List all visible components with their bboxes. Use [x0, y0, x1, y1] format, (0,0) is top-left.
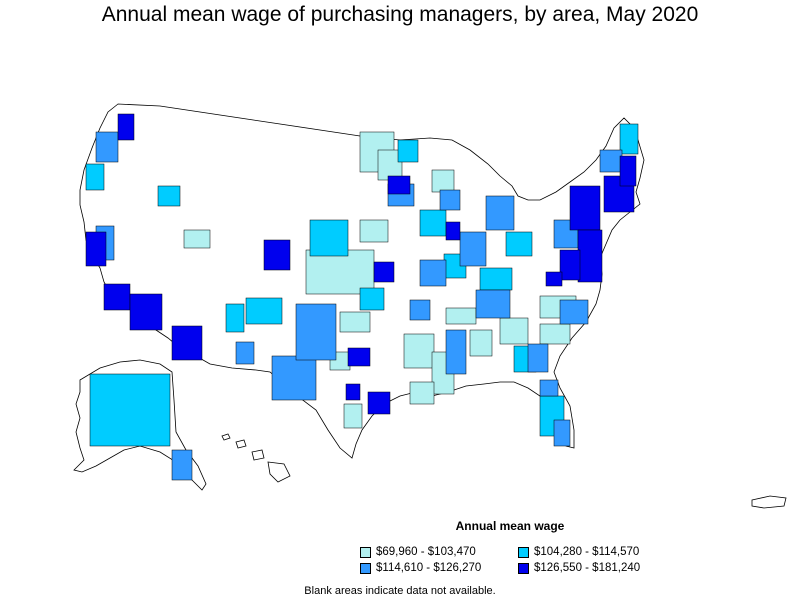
- area-id[interactable]: [157, 185, 181, 207]
- legend-item-tier-3: $114,610 - $126,270: [360, 561, 481, 575]
- map-title: Annual mean wage of purchasing managers,…: [101, 3, 699, 26]
- area-ca-la[interactable]: [103, 283, 131, 311]
- area-nm-south[interactable]: [235, 341, 255, 365]
- area-ks[interactable]: [305, 249, 375, 295]
- legend-item-tier-2: $104,280 - $114,570: [518, 545, 639, 559]
- map-outline: [73, 103, 787, 509]
- area-tx-dallas[interactable]: [347, 347, 371, 367]
- area-in[interactable]: [459, 231, 487, 267]
- area-wa[interactable]: [117, 113, 135, 141]
- tier-3-areas: [95, 131, 623, 481]
- area-tn[interactable]: [445, 307, 477, 325]
- area-wi[interactable]: [431, 169, 455, 193]
- area-ga[interactable]: [499, 317, 529, 345]
- area-co-south[interactable]: [183, 229, 211, 249]
- area-ar[interactable]: [403, 333, 435, 369]
- area-mi[interactable]: [485, 195, 515, 231]
- legend-swatch-tier-4: [518, 562, 529, 574]
- area-tx-austin[interactable]: [345, 383, 361, 401]
- area-ms-east[interactable]: [445, 329, 467, 375]
- area-mn-msp[interactable]: [387, 175, 411, 195]
- area-fl-north[interactable]: [539, 379, 559, 397]
- area-ca-north[interactable]: [85, 163, 105, 191]
- area-ma-boston[interactable]: [619, 155, 637, 187]
- legend-title: Annual mean wage: [455, 519, 565, 533]
- area-ak-southeast[interactable]: [171, 449, 193, 481]
- area-al[interactable]: [469, 329, 493, 357]
- area-tx-central[interactable]: [295, 303, 337, 361]
- area-ia-mid[interactable]: [419, 209, 447, 237]
- area-tx-coast[interactable]: [343, 403, 363, 429]
- area-mo-kc[interactable]: [373, 261, 395, 283]
- area-tx-west[interactable]: [271, 355, 317, 401]
- legend-swatch-tier-3: [360, 562, 371, 574]
- puerto-rico-outline: [751, 495, 787, 509]
- legend-swatch-tier-1: [360, 546, 371, 558]
- area-fl-south[interactable]: [553, 419, 571, 447]
- area-alaska-rest[interactable]: [89, 373, 171, 447]
- area-or[interactable]: [95, 131, 119, 163]
- area-ky-west[interactable]: [409, 299, 431, 321]
- tier-4-areas: [85, 113, 637, 415]
- area-ny[interactable]: [569, 185, 601, 231]
- contiguous-us-outline: [79, 103, 645, 459]
- area-tn-east[interactable]: [475, 289, 511, 319]
- legend-label-tier-1: $69,960 - $103,470: [376, 546, 476, 558]
- area-va-dc[interactable]: [559, 249, 581, 281]
- area-ks-west[interactable]: [359, 287, 385, 311]
- area-az-north[interactable]: [225, 303, 245, 333]
- area-ne-east[interactable]: [309, 219, 349, 257]
- area-ca-bay[interactable]: [85, 231, 107, 267]
- area-ky[interactable]: [479, 267, 513, 291]
- legend-label-tier-3: $114,610 - $126,270: [376, 562, 482, 574]
- legend-label-tier-2: $104,280 - $114,570: [534, 546, 640, 558]
- area-sd[interactable]: [397, 139, 419, 163]
- area-me[interactable]: [619, 123, 639, 155]
- area-wi-south[interactable]: [439, 189, 461, 211]
- area-oh[interactable]: [505, 231, 533, 257]
- tier-1-areas: [183, 131, 577, 429]
- hawaii-outline: [221, 433, 291, 483]
- area-tx-houston[interactable]: [367, 391, 391, 415]
- area-ga-coast[interactable]: [527, 343, 549, 373]
- area-ca-south[interactable]: [129, 293, 163, 331]
- area-mo[interactable]: [419, 259, 447, 287]
- area-il-chi[interactable]: [445, 221, 461, 241]
- area-ok[interactable]: [339, 311, 371, 333]
- legend-label-tier-4: $126,550 - $181,240: [534, 562, 641, 574]
- area-nj-md[interactable]: [577, 229, 603, 283]
- area-az[interactable]: [171, 325, 203, 361]
- area-nm[interactable]: [245, 297, 283, 325]
- legend-item-tier-4: $126,550 - $181,240: [518, 561, 640, 575]
- footnote: Blank areas indicate data not available.: [304, 585, 496, 597]
- area-nh-vt[interactable]: [599, 149, 623, 173]
- area-nc-raleigh[interactable]: [545, 271, 563, 287]
- alaska-outline: [73, 359, 207, 491]
- legend-item-tier-1: $69,960 - $103,470: [360, 545, 476, 559]
- area-co-denver[interactable]: [263, 239, 291, 271]
- area-nc-east[interactable]: [559, 299, 589, 325]
- legend-swatch-tier-2: [518, 546, 529, 558]
- area-nc[interactable]: [539, 323, 571, 345]
- area-ne[interactable]: [359, 219, 389, 243]
- area-la[interactable]: [409, 381, 435, 405]
